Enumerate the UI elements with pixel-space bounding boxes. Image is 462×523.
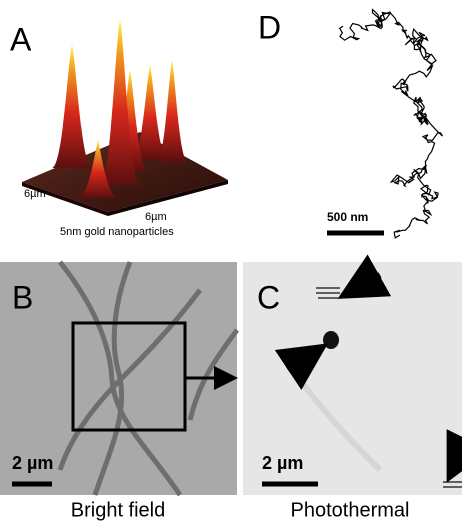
axis-label: 6µm [24, 188, 46, 200]
peak [52, 45, 92, 168]
caption: Photothermal [291, 499, 410, 521]
caption: Bright field [71, 499, 166, 521]
panel-label: C [257, 279, 280, 315]
particle [323, 331, 339, 349]
panel-c: C 2 µm Photothermal [243, 262, 462, 521]
scale-label: 2 µm [12, 453, 53, 473]
panel-d: D 500 nm [258, 9, 443, 237]
scale-label: 500 nm [327, 210, 368, 224]
figure: A 6µm 6µm 5nm gold nanoparticles D 500 n… [0, 0, 462, 523]
trajectory [340, 10, 443, 238]
panel-label: A [10, 21, 32, 57]
panel-b: B 2 µm Bright field [0, 262, 237, 521]
panel-label: D [258, 9, 281, 45]
panel-a: A 6µm 6µm 5nm gold nanoparticles [10, 20, 228, 238]
axis-label: 6µm [145, 211, 167, 223]
caption: 5nm gold nanoparticles [60, 226, 174, 238]
panel-label: B [12, 279, 33, 315]
scale-label: 2 µm [262, 453, 303, 473]
